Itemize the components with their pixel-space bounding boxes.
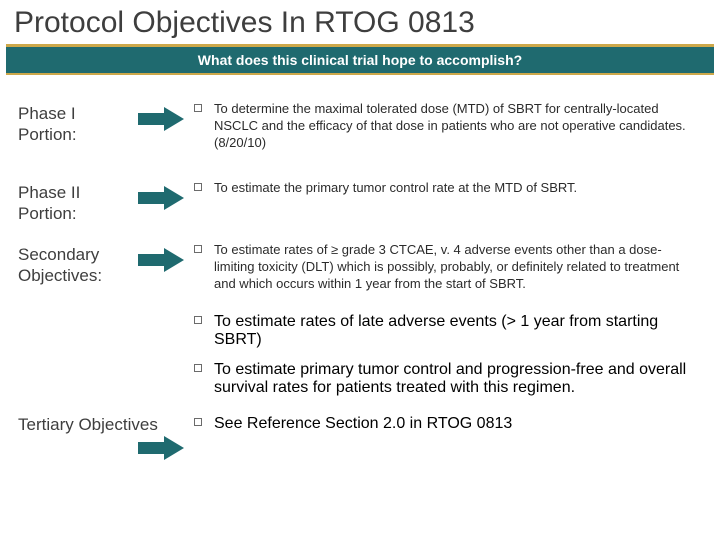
square-bullet-icon (194, 316, 202, 324)
bullet-text: See Reference Section 2.0 in RTOG 0813 (214, 415, 702, 433)
content-area: Phase I Portion: To determine the maxima… (0, 75, 720, 433)
bullet-item: To estimate primary tumor control and pr… (194, 361, 702, 397)
bullet-item: To estimate rates of ≥ grade 3 CTCAE, v.… (194, 242, 702, 293)
tertiary-block: Tertiary Objectives (18, 414, 158, 435)
arrow-right-icon (138, 436, 184, 460)
square-bullet-icon (194, 245, 202, 253)
arrow-col (138, 242, 194, 272)
bullet-item: To estimate the primary tumor control ra… (194, 180, 702, 197)
objective-row: Secondary Objectives: To estimate rates … (18, 242, 702, 303)
objective-row: Phase I Portion: To determine the maxima… (18, 101, 702, 162)
square-bullet-icon (194, 418, 202, 426)
bullet-item: To estimate rates of late adverse events… (194, 313, 702, 349)
row-text: To estimate the primary tumor control ra… (194, 180, 702, 207)
subtitle-bar: What does this clinical trial hope to ac… (6, 44, 714, 75)
arrow-right-icon (138, 248, 184, 272)
row-label: Secondary Objectives: (18, 242, 138, 287)
arrow-col (138, 101, 194, 131)
bullet-item: To determine the maximal tolerated dose … (194, 101, 702, 152)
square-bullet-icon (194, 183, 202, 191)
bullet-text: To estimate rates of late adverse events… (214, 313, 702, 349)
bullet-text: To estimate the primary tumor control ra… (214, 180, 702, 197)
square-bullet-icon (194, 364, 202, 372)
arrow-col (138, 180, 194, 210)
tertiary-label: Tertiary Objectives (18, 414, 158, 435)
objective-row: Phase II Portion: To estimate the primar… (18, 180, 702, 225)
arrow-right-icon (138, 186, 184, 210)
row-text: To determine the maximal tolerated dose … (194, 101, 702, 162)
square-bullet-icon (194, 104, 202, 112)
row-label: Phase I Portion: (18, 101, 138, 146)
arrow-right-icon (138, 107, 184, 131)
bullet-text: To determine the maximal tolerated dose … (214, 101, 702, 152)
row-text: To estimate rates of ≥ grade 3 CTCAE, v.… (194, 242, 702, 303)
bullet-item: See Reference Section 2.0 in RTOG 0813 (194, 415, 702, 433)
row-label: Phase II Portion: (18, 180, 138, 225)
bullet-text: To estimate primary tumor control and pr… (214, 361, 702, 397)
slide-title: Protocol Objectives In RTOG 0813 (0, 0, 720, 44)
bullet-text: To estimate rates of ≥ grade 3 CTCAE, v.… (214, 242, 702, 293)
